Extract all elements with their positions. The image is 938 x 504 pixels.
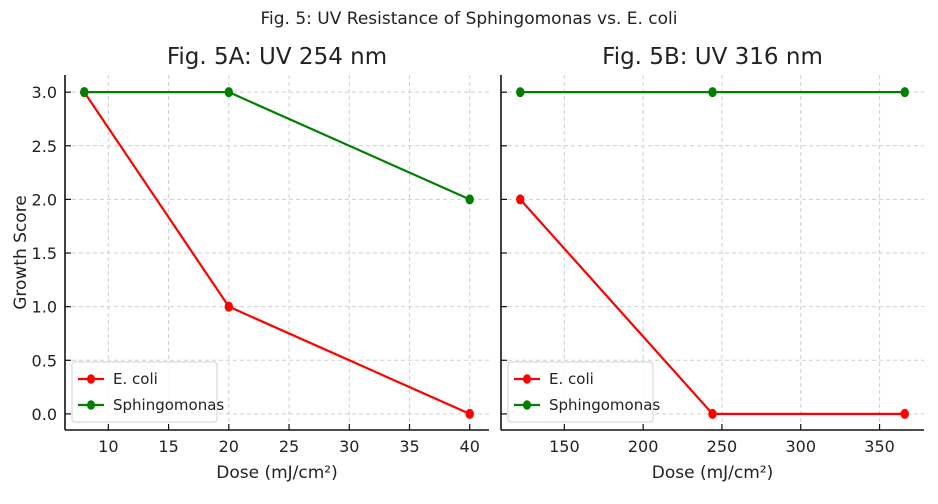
legend-item: E. coli	[514, 370, 594, 388]
data-point	[708, 87, 717, 98]
legend-item: E. coli	[78, 370, 158, 388]
x-tick-label: 30	[339, 437, 359, 456]
legend-marker	[87, 374, 95, 384]
x-tick-label: 250	[707, 437, 738, 456]
x-tick-label: 20	[219, 437, 239, 456]
panel-title: Fig. 5B: UV 316 nm	[602, 44, 823, 70]
data-point	[900, 408, 909, 419]
legend-label: E. coli	[113, 370, 158, 388]
legend-marker	[523, 400, 531, 410]
legend-item: Sphingomonas	[78, 396, 224, 414]
legend-item: Sphingomonas	[514, 396, 660, 414]
data-point	[708, 408, 717, 419]
legend-label: Sphingomonas	[113, 396, 224, 414]
x-tick-label: 15	[158, 437, 178, 456]
legend-frame	[507, 361, 654, 423]
x-tick-label: 150	[549, 437, 580, 456]
data-point	[465, 194, 474, 205]
data-point	[80, 87, 89, 98]
panel-a: Fig. 5A: UV 254 nm 10 15 20 25 30 35 40 0.0 0.5 1.…	[11, 44, 489, 483]
legend-marker	[87, 400, 95, 410]
legend-marker	[523, 374, 531, 384]
y-tick-label: 0.5	[32, 351, 57, 370]
data-point	[516, 194, 525, 205]
y-tick-label: 2.5	[32, 137, 57, 156]
x-tick-label: 10	[98, 437, 118, 456]
x-tick-label: 40	[460, 437, 480, 456]
y-tick-label: 1.0	[32, 298, 57, 317]
series-sphingomonas	[80, 87, 474, 205]
series-sphingomonas	[516, 87, 909, 98]
y-tick-label: 0.0	[32, 405, 57, 424]
y-axis-label: Growth Score	[11, 195, 31, 310]
data-point	[516, 87, 525, 98]
figure-suptitle: Fig. 5: UV Resistance of Sphingomonas vs…	[260, 9, 677, 29]
legend-label: Sphingomonas	[549, 396, 660, 414]
y-tick-label: 3.0	[32, 83, 57, 102]
data-point	[900, 87, 909, 98]
data-point	[465, 408, 474, 419]
legend-frame	[71, 361, 218, 423]
legend: E. coli Sphingomonas	[507, 361, 660, 423]
legend-label: E. coli	[549, 370, 594, 388]
x-axis-label: Dose (mJ/cm²)	[652, 463, 774, 483]
x-tick-label: 35	[399, 437, 419, 456]
x-tick-label: 25	[279, 437, 299, 456]
data-point	[224, 301, 234, 312]
y-tick-label: 2.0	[32, 190, 57, 209]
x-tick-label: 200	[628, 437, 659, 456]
x-tick-label: 350	[864, 437, 895, 456]
panel-title: Fig. 5A: UV 254 nm	[167, 44, 387, 70]
legend: E. coli Sphingomonas	[71, 361, 224, 423]
x-tick-label: 300	[785, 437, 816, 456]
panel-b: Fig. 5B: UV 316 nm 150 200 250 300 350 Dose (m…	[500, 44, 924, 483]
x-axis-label: Dose (mJ/cm²)	[216, 463, 338, 483]
data-point	[224, 87, 234, 98]
series-e-coli	[516, 194, 909, 419]
y-tick-label: 1.5	[32, 244, 57, 263]
